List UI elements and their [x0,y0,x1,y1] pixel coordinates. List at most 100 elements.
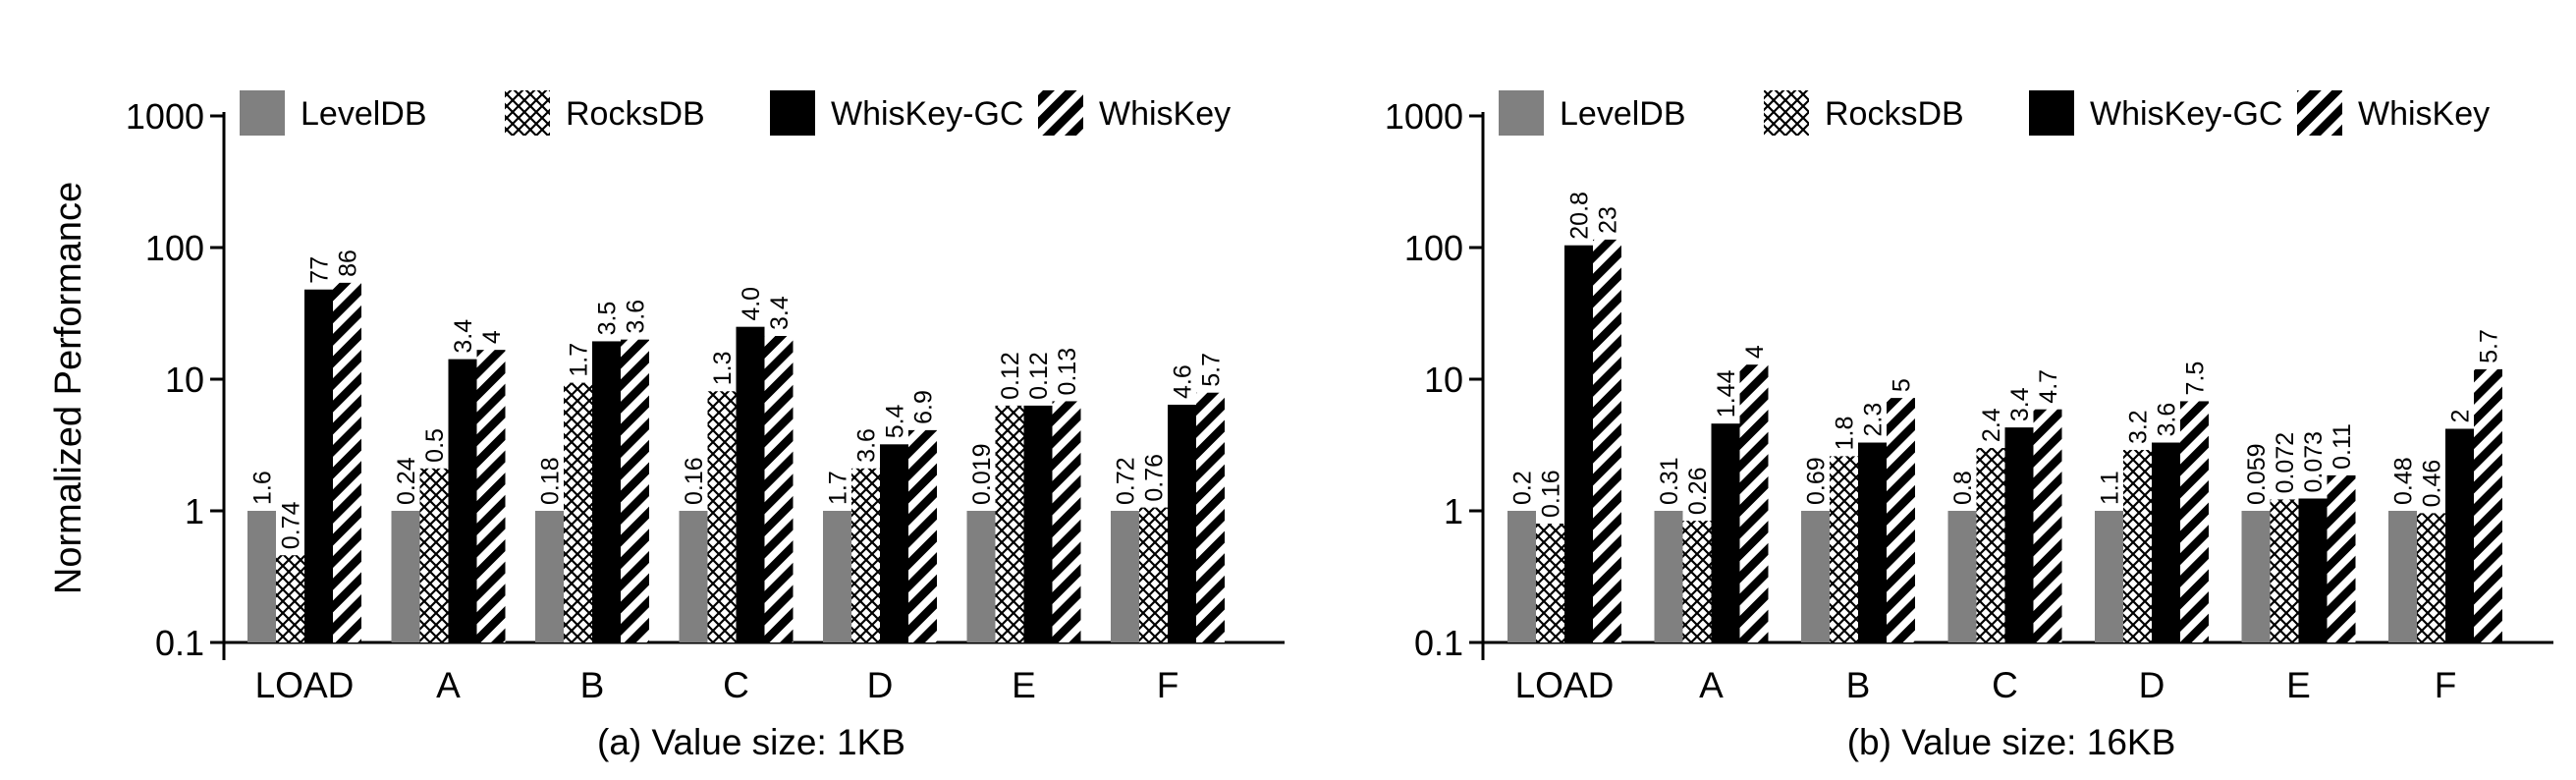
x-tick-label-c: C [1992,665,2018,705]
bar-rocksdb-d [851,468,880,642]
bar-label-whiskey-gc-a: 1.44 [1713,369,1740,418]
bar-label-leveldb-b: 0.69 [1803,457,1831,505]
bar-whiskey-a [476,350,506,642]
bar-whiskey-gc-c [736,326,765,642]
bar-label-whiskey-c: 3.4 [766,296,794,330]
bar-label-whiskey-gc-a: 3.4 [450,319,477,354]
bar-leveldb-d [823,511,851,642]
y-tick-label: 100 [145,228,204,268]
bar-label-whiskey-load: 23 [1595,206,1622,234]
x-tick-label-load: LOAD [255,665,355,705]
bar-leveldb-c [679,511,708,642]
bar-leveldb-f [1111,511,1139,642]
panel-b: 1000 100 10 1 0.1 LevelDB RocksDB WhisKey-GC Wh… [1385,90,2553,762]
bar-whiskey-gc-e [1023,405,1053,642]
bar-label-whiskey-b: 3.6 [623,300,650,334]
bar-label-rocksdb-d: 3.6 [853,428,881,463]
legend-label-rocksdb: RocksDB [1825,95,1964,133]
legend-label-whiskey-gc: WhisKey-GC [2090,95,2282,133]
bar-leveldb-load [247,511,276,642]
bar-label-whiskey-gc-c: 3.4 [2006,387,2034,421]
panel-b-bar-labels: 0.2 0.16 20.8 23 0.31 0.26 1.444 0.691.8 2.35 0.8… [1509,192,2503,518]
bar-whiskey-gc-load [1564,245,1593,642]
bar-label-whiskey-e: 0.11 [2329,423,2356,470]
x-tick-label-b: B [1846,665,1871,705]
bar-rocksdb-load [276,555,304,642]
bar-label-leveldb-c: 0.8 [1949,471,1977,505]
bar-whiskey-gc-c [2004,427,2034,642]
legend-swatch-rocksdb [1764,90,1809,136]
bar-label-rocksdb-b: 1.8 [1832,417,1859,451]
bar-whiskey-gc-load [304,289,333,642]
x-tick-label-load: LOAD [1515,665,1615,705]
bar-label-whiskey-b: 5 [1889,378,1916,392]
bar-label-rocksdb-a: 0.5 [421,428,449,463]
bar-label-whiskey-gc-f: 2 [2447,410,2475,423]
bar-label-rocksdb-e: 0.072 [2272,432,2299,494]
bar-whiskey-gc-e [2298,498,2328,642]
bar-label-rocksdb-load: 0.16 [1538,470,1565,518]
bar-rocksdb-b [564,382,592,642]
bar-rocksdb-load [1536,523,1564,642]
bar-whiskey-e [2327,474,2356,642]
bar-label-rocksdb-b: 1.7 [566,343,593,377]
legend-label-whiskey-gc: WhisKey-GC [831,95,1023,133]
bar-leveldb-a [391,511,420,642]
bar-leveldb-e [2241,511,2271,642]
bar-whiskey-c [764,335,794,642]
legend-label-whiskey: WhisKey [1099,95,1231,133]
bar-whiskey-load [1593,239,1621,642]
bar-rocksdb-a [1682,521,1712,642]
legend-swatch-whiskey-gc [770,90,815,136]
bar-label-leveldb-c: 0.16 [681,457,708,505]
bar-label-leveldb-d: 1.7 [825,471,852,505]
bar-label-whiskey-gc-d: 3.6 [2154,403,2181,437]
bar-label-leveldb-load: 0.2 [1509,471,1537,505]
bar-rocksdb-a [419,468,449,642]
bar-label-whiskey-c: 4.7 [2035,369,2062,404]
bar-label-leveldb-a: 0.24 [393,457,420,505]
x-tick-label-b: B [580,665,605,705]
bar-label-rocksdb-e: 0.12 [997,352,1024,400]
bar-label-whiskey-e: 0.13 [1054,348,1081,396]
bar-label-whiskey-d: 6.9 [910,390,938,424]
panel-a-legend: LevelDB RocksDB WhisKey-GC WhisKey [240,90,1231,136]
x-tick-label-c: C [723,665,749,705]
bar-leveldb-a [1654,511,1683,642]
bar-label-rocksdb-load: 0.74 [278,501,305,549]
bar-label-leveldb-e: 0.019 [968,443,996,505]
x-tick-label-e: E [1012,665,1036,705]
bar-label-rocksdb-f: 0.76 [1141,454,1169,502]
bar-label-leveldb-e: 0.059 [2243,443,2271,505]
bar-whiskey-gc-f [1168,404,1196,642]
bar-rocksdb-f [1139,507,1168,642]
legend-label-whiskey: WhisKey [2358,95,2490,133]
panel-b-bars [1507,239,2502,642]
panel-a-x-tick-labels: LOAD A B C D E F [255,665,1179,705]
x-tick-label-d: D [2139,665,2165,705]
bar-whiskey-d [2180,401,2209,642]
bar-rocksdb-e [2270,499,2299,642]
y-tick-label: 10 [165,360,204,400]
panel-b-axes: 1000 100 10 1 0.1 [1385,96,2553,663]
legend-swatch-leveldb [240,90,285,136]
bar-label-leveldb-f: 0.48 [2390,457,2418,505]
y-tick-label: 1000 [1385,96,1463,137]
y-tick-label: 1000 [126,96,204,137]
bar-rocksdb-f [2417,513,2445,642]
legend-label-rocksdb: RocksDB [566,95,705,133]
bar-leveldb-b [535,511,564,642]
panel-a: 1000 100 10 1 0.1 LevelDB RocksDB WhisKey-GC Wh… [126,90,1285,762]
bar-leveldb-d [2095,511,2123,642]
x-tick-label-d: D [867,665,894,705]
bar-leveldb-f [2388,511,2417,642]
bar-label-rocksdb-c: 1.3 [709,351,737,385]
bar-leveldb-e [966,511,996,642]
bar-rocksdb-e [995,405,1024,642]
bar-label-whiskey-gc-b: 3.5 [594,302,622,336]
bar-rocksdb-d [2123,450,2152,642]
x-tick-label-e: E [2286,665,2311,705]
bar-label-whiskey-f: 5.7 [1198,353,1226,387]
